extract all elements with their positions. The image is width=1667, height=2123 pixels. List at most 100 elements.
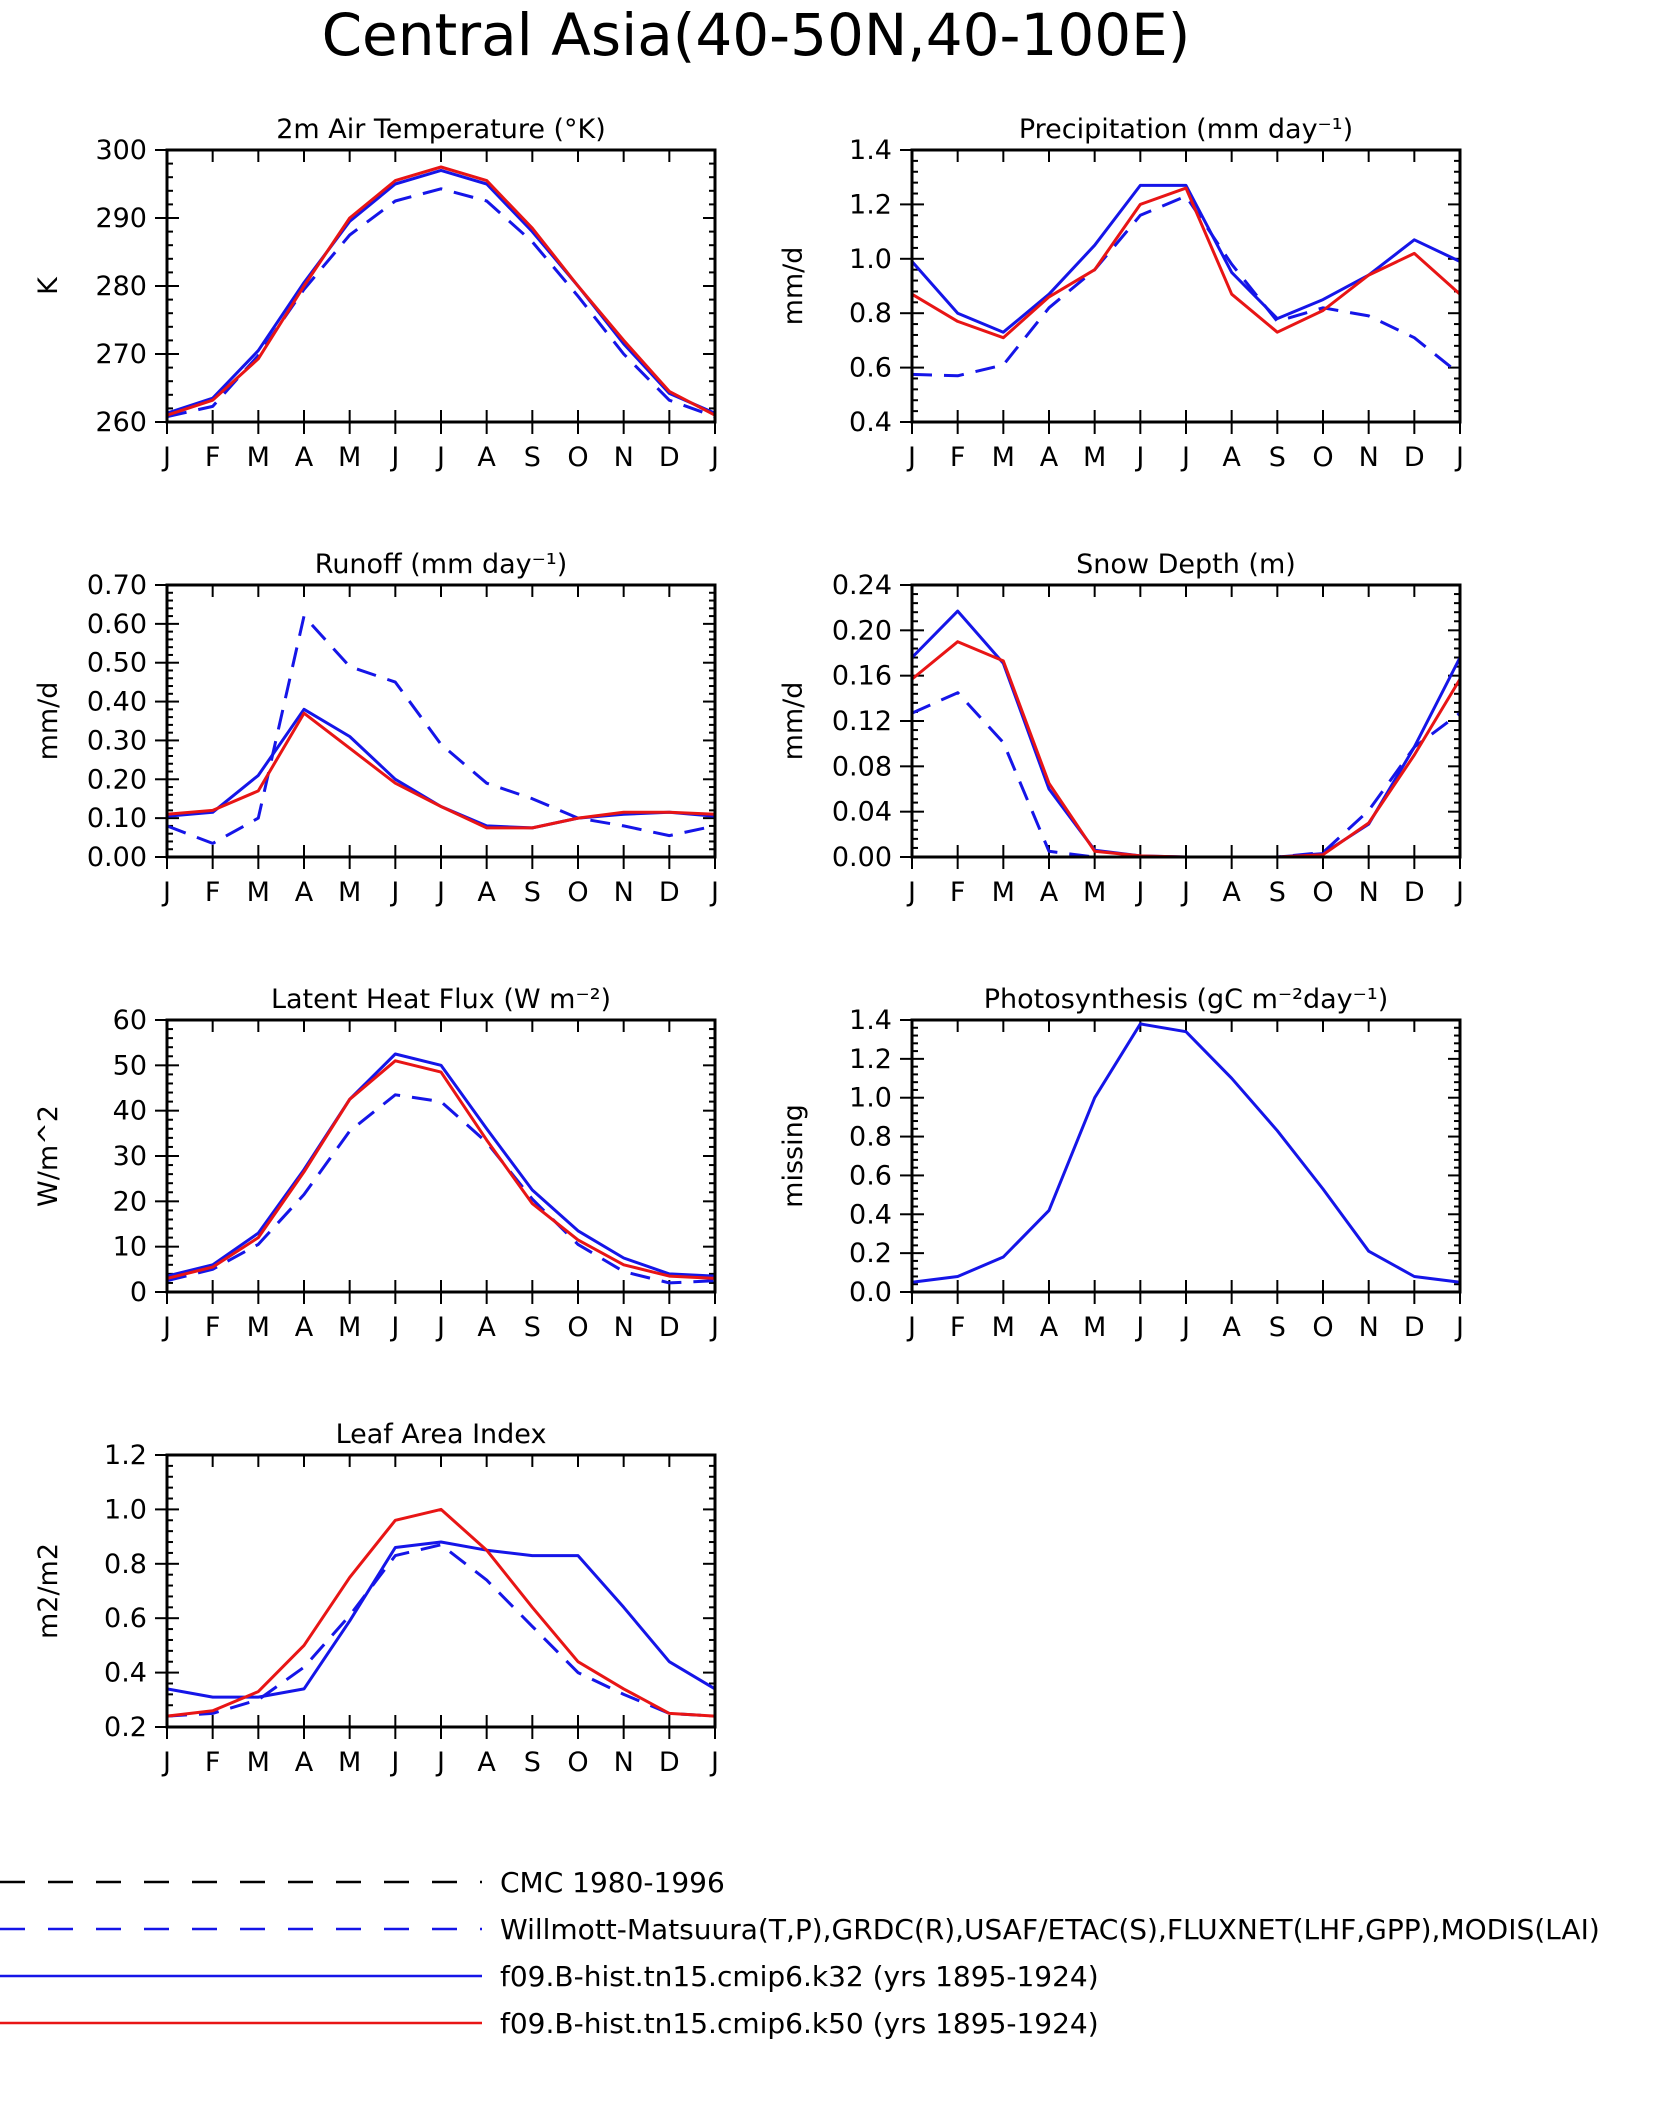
- x-tick-label: M: [338, 1747, 361, 1778]
- x-tick-label: O: [1312, 877, 1333, 908]
- x-tick-label: J: [1180, 1312, 1190, 1343]
- x-tick-label: M: [338, 1312, 361, 1343]
- y-axis-label: K: [33, 276, 64, 295]
- ticks: [900, 584, 1461, 869]
- series-line-1: [166, 187, 716, 419]
- series-line-3: [166, 711, 716, 830]
- x-tick-label: M: [992, 1312, 1015, 1343]
- x-tick-label: S: [524, 1312, 541, 1343]
- series-line-3: [166, 165, 716, 417]
- plot-frame: [165, 1018, 717, 1294]
- series-line-1: [166, 1543, 716, 1718]
- y-tick-label: 0.12: [832, 706, 892, 737]
- x-tick-label: A: [1040, 1312, 1059, 1343]
- x-tick-label: J: [161, 877, 171, 908]
- y-tick-label: 0.2: [104, 1712, 147, 1743]
- x-tick-label: J: [709, 877, 719, 908]
- y-tick-label: 0.2: [849, 1238, 892, 1269]
- series-line-2: [911, 691, 1461, 859]
- x-tick-label: J: [161, 1747, 171, 1778]
- y-tick-label: 20: [113, 1186, 147, 1217]
- legend-item-1: CMC 1980-1996: [0, 1866, 725, 1899]
- legend-item-2: Willmott-Matsuura(T,P),GRDC(R),USAF/ETAC…: [0, 1913, 1600, 1946]
- x-tick-label: J: [389, 877, 399, 908]
- figure-title: Central Asia(40-50N,40-100E): [322, 1, 1191, 69]
- x-tick-label: F: [205, 1747, 221, 1778]
- x-tick-label: J: [1134, 877, 1144, 908]
- legend-label: CMC 1980-1996: [500, 1866, 725, 1899]
- x-tick-label: J: [709, 1312, 719, 1343]
- series-line-2: [910, 183, 1461, 334]
- x-tick-label: N: [614, 877, 634, 908]
- panel-2: Precipitation (mm day⁻¹) mm/d 0.4 0.6 0.8 1.0…: [778, 114, 1464, 473]
- x-tick-label: S: [524, 442, 541, 473]
- y-tick-label: 0.60: [87, 609, 147, 640]
- x-tick-label: M: [338, 877, 361, 908]
- panel-title: Precipitation (mm day⁻¹): [1019, 114, 1353, 145]
- y-axis-label: missing: [778, 1104, 809, 1208]
- y-tick-label: 290: [95, 203, 147, 234]
- x-tick-label: M: [992, 442, 1015, 473]
- x-tick-label: N: [1359, 442, 1379, 473]
- y-tick-label: 1.0: [849, 1083, 892, 1114]
- y-tick-label: 1.2: [849, 189, 892, 220]
- y-axis-label: m2/m2: [33, 1543, 64, 1639]
- x-tick-label: S: [1269, 1312, 1286, 1343]
- x-tick-label: M: [1083, 877, 1106, 908]
- x-tick-label: M: [247, 442, 270, 473]
- y-tick-label: 260: [95, 407, 147, 438]
- y-tick-label: 0.24: [832, 570, 892, 601]
- ticks: [155, 149, 716, 434]
- panel-1: 2m Air Temperature (°K) K 260 270 280 290 300 J…: [33, 114, 719, 473]
- x-tick-label: D: [659, 1312, 680, 1343]
- y-tick-label: 0.10: [87, 803, 147, 834]
- x-tick-label: O: [567, 877, 588, 908]
- x-tick-label: A: [295, 1312, 314, 1343]
- legend-item-3: f09.B-hist.tn15.cmip6.k32 (yrs 1895-1924…: [0, 1960, 1099, 1993]
- y-tick-label: 0.30: [87, 725, 147, 756]
- x-tick-label: M: [1083, 442, 1106, 473]
- y-tick-label: 0.08: [832, 751, 892, 782]
- x-tick-label: J: [1134, 1312, 1144, 1343]
- x-tick-label: S: [524, 1747, 541, 1778]
- x-tick-label: J: [1454, 877, 1464, 908]
- series-line-3: [911, 186, 1461, 340]
- y-axis-label: W/m^2: [33, 1105, 64, 1207]
- x-tick-label: J: [1454, 1312, 1464, 1343]
- x-tick-label: O: [567, 1747, 588, 1778]
- x-tick-label: M: [247, 1747, 270, 1778]
- y-tick-label: 0.6: [104, 1603, 147, 1634]
- x-tick-label: N: [614, 1312, 634, 1343]
- panel-3: Runoff (mm day⁻¹) mm/d 0.00 0.10 0.20 0.30 0.4…: [33, 549, 719, 908]
- series-line-2: [166, 168, 716, 415]
- y-tick-label: 0.8: [104, 1549, 147, 1580]
- y-tick-label: 0.4: [849, 407, 892, 438]
- panel-title: Latent Heat Flux (W m⁻²): [271, 984, 611, 1015]
- x-tick-label: F: [205, 442, 221, 473]
- y-axis-label: mm/d: [778, 682, 809, 761]
- x-tick-label: N: [614, 442, 634, 473]
- x-tick-label: J: [389, 442, 399, 473]
- panel-title: 2m Air Temperature (°K): [276, 114, 606, 145]
- x-tick-label: O: [567, 1312, 588, 1343]
- x-tick-label: A: [1222, 877, 1241, 908]
- series-line-1: [911, 1022, 1461, 1284]
- x-tick-label: O: [567, 442, 588, 473]
- y-tick-label: 0.20: [832, 615, 892, 646]
- ticks: [900, 149, 1461, 434]
- x-tick-label: J: [1454, 442, 1464, 473]
- panels: 2m Air Temperature (°K)K260270280290300J…: [33, 114, 1464, 1778]
- y-tick-label: 0: [130, 1277, 147, 1308]
- y-axis-label: mm/d: [33, 682, 64, 761]
- x-tick-label: J: [1180, 442, 1190, 473]
- panel-7: Leaf Area Index m2/m2 0.2 0.4 0.6 0.8 1.0 1.2 J F…: [33, 1419, 719, 1778]
- x-tick-label: J: [435, 442, 445, 473]
- x-tick-label: D: [1404, 877, 1425, 908]
- x-tick-label: D: [1404, 1312, 1425, 1343]
- ticks: [900, 1019, 1461, 1304]
- series-line-2: [166, 1052, 716, 1278]
- y-tick-label: 0.00: [832, 842, 892, 873]
- x-tick-label: N: [614, 1747, 634, 1778]
- x-tick-label: A: [1040, 877, 1059, 908]
